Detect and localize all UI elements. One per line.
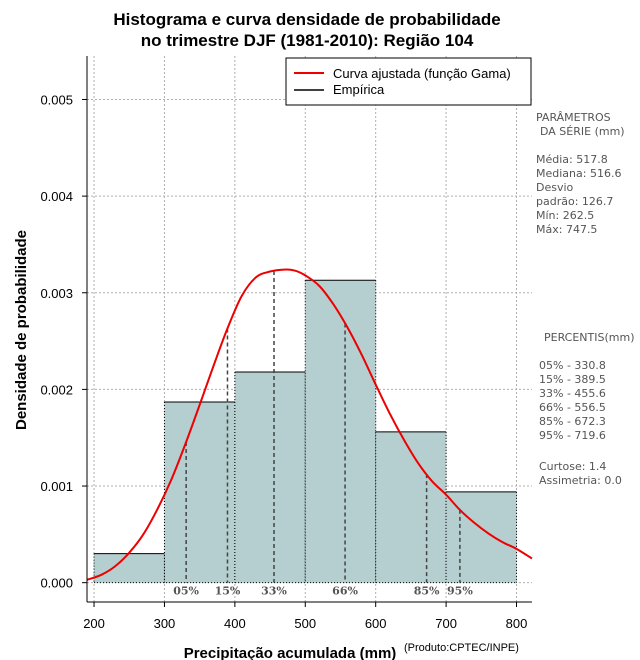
y-tick-label: 0.004: [40, 189, 73, 204]
y-axis-label: Densidade de probabilidade: [13, 230, 30, 430]
x-tick-label: 800: [506, 616, 528, 631]
histogram-bar: [375, 431, 447, 583]
x-tick-label: 400: [224, 616, 246, 631]
percentil-15: 15% - 389.5: [539, 373, 606, 386]
axes-layer: 200 300 400 500 600 700 800 0.000 0.001 0.002 0.00…: [40, 56, 532, 631]
param-desvio-1: Desvio: [536, 181, 574, 194]
param-media: Média: 517.8: [536, 153, 608, 166]
percentile-label-66%: 66%: [332, 585, 358, 598]
percentil-33: 33% - 455.6: [539, 387, 606, 400]
legend: Curva ajustada (função Gama) Empírica: [285, 57, 532, 106]
legend-empirical-label: Empírica: [333, 82, 385, 97]
percentile-label-15%: 15%: [215, 585, 241, 598]
percentil-85: 85% - 672.3: [539, 415, 606, 428]
x-axis-label: Precipitação acumulada (mm): [184, 645, 397, 660]
percentil-95: 95% - 719.6: [539, 429, 606, 442]
y-tick-label: 0.000: [40, 576, 73, 591]
y-tick-label: 0.005: [40, 92, 73, 107]
percentile-lines-layer: 05% 15% 33% 66% 85% 95%: [173, 270, 473, 598]
y-tick-label: 0.002: [40, 382, 73, 397]
credit-label: (Produto:CPTEC/INPE): [404, 642, 519, 654]
assimetria: Assimetria: 0.0: [539, 474, 622, 487]
percentile-label-33%: 33%: [261, 585, 287, 598]
histogram-bar: [305, 280, 376, 583]
histogram-bar: [94, 553, 165, 583]
x-tick-label: 700: [435, 616, 457, 631]
x-tick-label: 300: [154, 616, 176, 631]
histogram-bar: [164, 401, 235, 583]
percentile-label-85%: 85%: [414, 585, 440, 598]
params-title-2: DA SÉRIE (mm): [540, 125, 625, 138]
x-tick-label: 600: [365, 616, 387, 631]
gamma-curve: [86, 268, 533, 581]
param-mediana: Mediana: 516.6: [536, 167, 621, 180]
chart-title-line1: Histograma e curva densidade de probabil…: [113, 10, 500, 29]
x-tick-label: 500: [294, 616, 316, 631]
legend-box: [285, 57, 532, 106]
curve-layer: [86, 268, 533, 581]
percentil-66: 66% - 556.5: [539, 401, 606, 414]
param-max: Máx: 747.5: [536, 223, 597, 236]
param-desvio-2: padrão: 126.7: [536, 195, 613, 208]
y-tick-label: 0.003: [40, 286, 73, 301]
x-tick-label: 200: [83, 616, 105, 631]
histogram-bar: [234, 372, 306, 583]
side-panel: PARÂMETROS DA SÉRIE (mm) Média: 517.8 Me…: [536, 111, 635, 487]
params-title-1: PARÂMETROS: [536, 111, 611, 124]
percentis-title: PERCENTIS(mm): [544, 331, 635, 344]
percentile-label-95%: 95%: [447, 585, 473, 598]
bars-layer: [93, 279, 518, 584]
legend-curve-label: Curva ajustada (função Gama): [333, 66, 511, 81]
chart-title-line2: no trimestre DJF (1981-2010): Região 104: [141, 31, 474, 50]
percentile-label-05%: 05%: [173, 585, 199, 598]
param-min: Mín: 262.5: [536, 209, 594, 222]
curtose: Curtose: 1.4: [539, 460, 606, 473]
y-tick-label: 0.001: [40, 479, 73, 494]
percentil-05: 05% - 330.8: [539, 359, 606, 372]
